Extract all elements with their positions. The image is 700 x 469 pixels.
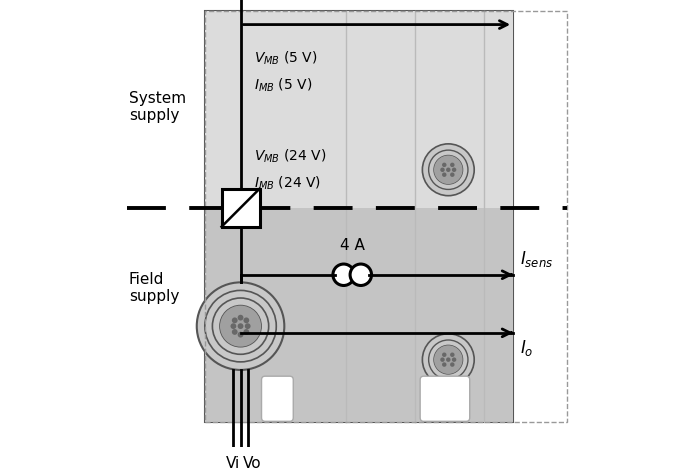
- Circle shape: [245, 323, 251, 329]
- Circle shape: [333, 264, 354, 286]
- Text: 4 A: 4 A: [340, 238, 365, 253]
- Circle shape: [230, 323, 237, 329]
- Text: Field
supply: Field supply: [129, 272, 179, 304]
- Text: System
supply: System supply: [129, 91, 186, 123]
- Text: $I_{MB}$ (5 V): $I_{MB}$ (5 V): [254, 76, 312, 94]
- Circle shape: [220, 306, 261, 347]
- Circle shape: [440, 357, 444, 362]
- Circle shape: [232, 329, 237, 335]
- Circle shape: [446, 167, 451, 172]
- FancyBboxPatch shape: [420, 376, 470, 421]
- Text: Vo: Vo: [244, 456, 262, 469]
- Text: $I_o$: $I_o$: [520, 339, 533, 358]
- Text: $V_{MB}$ (24 V): $V_{MB}$ (24 V): [254, 148, 326, 165]
- Text: $I_{sens}$: $I_{sens}$: [520, 249, 553, 269]
- Bar: [205, 208, 513, 422]
- Circle shape: [237, 315, 244, 321]
- Circle shape: [434, 156, 463, 184]
- Circle shape: [452, 167, 456, 172]
- Circle shape: [244, 329, 249, 335]
- Circle shape: [244, 318, 249, 323]
- Circle shape: [442, 163, 447, 167]
- Circle shape: [450, 163, 454, 167]
- Circle shape: [440, 167, 444, 172]
- Bar: [205, 11, 513, 422]
- Circle shape: [450, 173, 454, 177]
- Bar: [205, 11, 567, 422]
- Circle shape: [422, 144, 474, 196]
- Circle shape: [442, 363, 447, 367]
- Circle shape: [422, 334, 474, 386]
- Circle shape: [450, 363, 454, 367]
- Circle shape: [197, 282, 284, 370]
- FancyBboxPatch shape: [262, 376, 293, 421]
- Circle shape: [446, 357, 451, 362]
- Circle shape: [442, 353, 447, 357]
- Circle shape: [442, 173, 447, 177]
- Text: Vi: Vi: [226, 456, 240, 469]
- Circle shape: [232, 318, 237, 323]
- Circle shape: [450, 353, 454, 357]
- Bar: [222, 189, 260, 227]
- Circle shape: [434, 345, 463, 374]
- Circle shape: [237, 323, 244, 329]
- Circle shape: [237, 332, 244, 338]
- Circle shape: [350, 264, 372, 286]
- Bar: [205, 11, 513, 208]
- Circle shape: [452, 357, 456, 362]
- Text: $V_{MB}$ (5 V): $V_{MB}$ (5 V): [254, 49, 318, 67]
- Text: $I_{MB}$ (24 V): $I_{MB}$ (24 V): [254, 174, 321, 192]
